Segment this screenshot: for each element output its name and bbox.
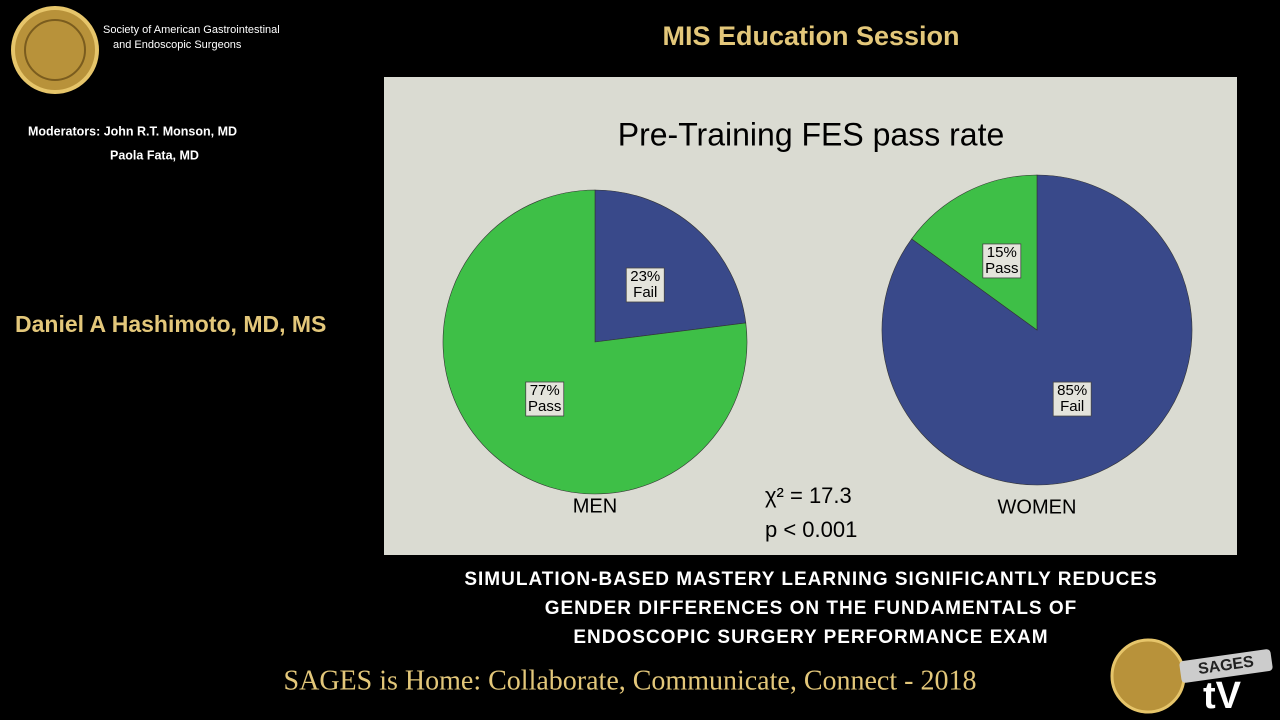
speaker: Daniel A Hashimoto, MD, MS [15,311,326,337]
org-name: and Endoscopic Surgeons [113,39,242,51]
slice-value-label: 85% [1057,382,1087,399]
slice-value-label: 77% [530,382,560,399]
label-box [1052,381,1092,417]
moderator: Paola Fata, MD [110,148,199,162]
caption: ENDOSCOPIC SURGERY PERFORMANCE EXAM [573,627,1048,648]
session-title: MIS Education Session [662,21,959,51]
pie-title: WOMEN [998,496,1077,518]
slice-value-label: 23% [630,268,660,285]
caption: SIMULATION-BASED MASTERY LEARNING SIGNIF… [464,569,1157,590]
slice-value-label: 15% [987,244,1017,261]
tv-badge [1179,649,1273,683]
label-box [525,381,565,417]
pie-title: MEN [573,495,617,517]
slide-title: Pre-Training FES pass rate [618,116,1005,152]
seal-ring [24,19,86,81]
org-name: Society of American Gastrointestinal [103,24,280,36]
moderators: Moderators: John R.T. Monson, MD [28,124,237,138]
chi-square: χ² = 17.3 [765,483,852,508]
footer-seal [1110,638,1186,714]
slice-category-label: Fail [1060,398,1084,415]
slice-category-label: Pass [528,398,561,415]
label-box [625,267,665,303]
pie-slice [442,189,748,495]
tv-mark: tV [1203,675,1242,717]
slice-category-label: Fail [633,284,657,301]
pie-slice [594,189,747,343]
slice-category-label: Pass [985,260,1018,277]
pie-slice [911,174,1038,331]
p-value: p < 0.001 [765,517,857,542]
caption: GENDER DIFFERENCES ON THE FUNDAMENTALS O… [545,598,1078,619]
label-box [982,243,1022,279]
footer: SAGES is Home: Collaborate, Communicate,… [284,665,977,696]
